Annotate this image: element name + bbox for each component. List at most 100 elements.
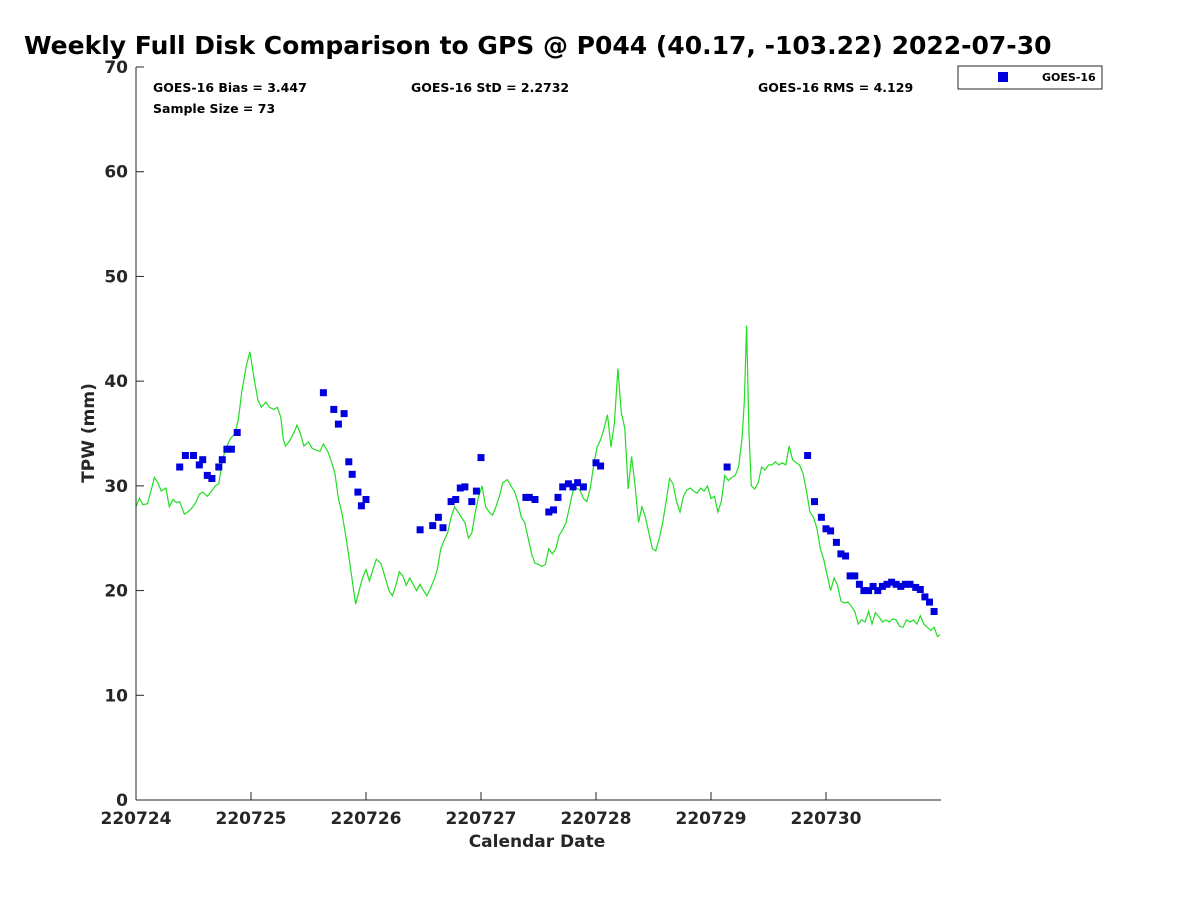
- goes-16-data-point: [912, 583, 920, 591]
- x-tick-label: 220729: [676, 809, 747, 829]
- goes-16-data-point: [218, 456, 226, 464]
- goes-16-data-point: [525, 493, 533, 501]
- legend-label: GOES-16: [1042, 71, 1096, 84]
- legend: GOES-16: [957, 65, 1103, 90]
- goes-16-data-point: [357, 502, 365, 510]
- x-tick-label: 220725: [216, 809, 287, 829]
- goes-16-data-point: [837, 550, 845, 558]
- rms-stat: GOES-16 RMS = 4.129: [758, 80, 913, 95]
- goes-16-data-point: [723, 463, 731, 471]
- gps-line: [135, 325, 941, 638]
- goes-16-data-point: [447, 498, 455, 506]
- goes-16-data-point: [354, 488, 362, 496]
- x-tick-label: 220726: [331, 809, 402, 829]
- goes-16-data-point: [531, 496, 539, 503]
- sample-size-stat: Sample Size = 73: [153, 101, 275, 116]
- goes-16-data-point: [860, 587, 868, 595]
- goes-16-data-point: [472, 487, 480, 495]
- goes-16-data-point: [883, 580, 891, 588]
- y-tick-label: 30: [104, 477, 128, 497]
- goes-16-data-point: [926, 598, 933, 606]
- y-tick-label: 20: [104, 582, 128, 602]
- goes-16-data-point: [574, 479, 582, 487]
- goes-16-data-point: [362, 496, 370, 503]
- goes-16-data-point: [874, 587, 882, 595]
- goes-16-data-point: [579, 483, 587, 491]
- x-tick-label: 220724: [101, 809, 172, 829]
- goes-16-data-point: [468, 498, 476, 506]
- gps-series-line: [135, 325, 941, 638]
- legend-square-marker-icon: [998, 72, 1008, 82]
- goes-16-data-point: [233, 429, 241, 436]
- goes-16-data-point: [334, 420, 342, 428]
- goes-16-data-point: [429, 522, 437, 530]
- goes-16-data-point: [569, 483, 577, 491]
- goes-16-data-point: [452, 496, 460, 503]
- goes-16-data-point: [456, 484, 464, 492]
- goes-16-data-point: [869, 582, 877, 590]
- y-tick-label: 0: [116, 791, 128, 811]
- goes-16-data-point: [851, 572, 859, 580]
- goes-16-data-point: [416, 526, 424, 534]
- goes-16-data-point: [340, 410, 348, 418]
- goes-16-data-point: [817, 513, 825, 521]
- goes-16-data-point: [348, 470, 356, 478]
- y-tick-label: 40: [104, 372, 128, 392]
- goes-16-data-point: [865, 587, 873, 595]
- goes-16-data-point: [181, 452, 189, 459]
- y-tick-label: 50: [104, 267, 128, 287]
- goes-16-data-point: [827, 527, 835, 535]
- goes-16-data-point: [227, 445, 235, 453]
- goes-16-data-point: [345, 458, 353, 466]
- goes-16-data-point: [901, 580, 909, 588]
- legend-box: [957, 65, 1103, 90]
- goes-16-data-point: [811, 498, 818, 506]
- goes-16-data-point: [223, 445, 231, 453]
- goes-16-data-point: [892, 580, 900, 588]
- goes-16-data-point: [804, 452, 812, 459]
- goes-16-data-point: [215, 463, 223, 471]
- bias-stat: GOES-16 Bias = 3.447: [153, 80, 307, 95]
- goes-16-data-point: [906, 580, 914, 588]
- goes-16-data-point: [916, 586, 924, 593]
- plot-background: [136, 67, 941, 800]
- goes-16-data-point: [846, 572, 854, 580]
- goes-16-data-point: [559, 483, 567, 491]
- x-tick-label: 220727: [446, 809, 517, 829]
- x-axis-label: Calendar Date: [469, 832, 606, 852]
- std-stat: GOES-16 StD = 2.2732: [411, 80, 569, 95]
- goes-16-data-point: [330, 405, 338, 413]
- goes-16-data-point: [195, 461, 203, 469]
- goes-16-data-point: [461, 483, 469, 491]
- goes-16-data-point: [897, 582, 905, 590]
- goes-16-data-point: [921, 593, 929, 601]
- goes-16-data-point: [822, 525, 830, 533]
- x-tick-label: 220730: [791, 809, 862, 829]
- goes-16-data-point: [832, 538, 840, 546]
- y-tick-label: 10: [104, 686, 128, 706]
- goes-16-data-point: [550, 506, 557, 514]
- goes-16-data-point: [434, 513, 442, 521]
- plot-area: [135, 67, 941, 801]
- goes-16-data-point: [203, 471, 211, 479]
- goes-16-data-point: [477, 454, 485, 462]
- chart-title: Weekly Full Disk Comparison to GPS @ P04…: [24, 31, 1051, 60]
- goes-16-data-point: [545, 508, 553, 516]
- goes-16-points: [176, 389, 938, 615]
- x-axis-ticks: 220724 220725 220726 220727 220728 220729 2207…: [101, 792, 862, 829]
- y-tick-label: 60: [104, 163, 128, 183]
- goes-16-data-point: [190, 452, 197, 459]
- goes-16-data-point: [564, 480, 572, 488]
- y-tick-label: 70: [104, 58, 128, 78]
- goes-16-data-point: [208, 475, 216, 482]
- goes-16-data-point: [597, 462, 605, 470]
- goes-16-data-point: [930, 608, 938, 615]
- y-axis-ticks: 0 10 20 30 40 50 60 70: [104, 58, 144, 811]
- goes-16-data-point: [888, 578, 896, 586]
- goes-16-data-point: [319, 389, 327, 397]
- goes-16-data-point: [878, 582, 886, 590]
- goes-16-data-point: [842, 552, 850, 560]
- x-tick-label: 220728: [561, 809, 632, 829]
- goes-16-data-point: [176, 463, 184, 471]
